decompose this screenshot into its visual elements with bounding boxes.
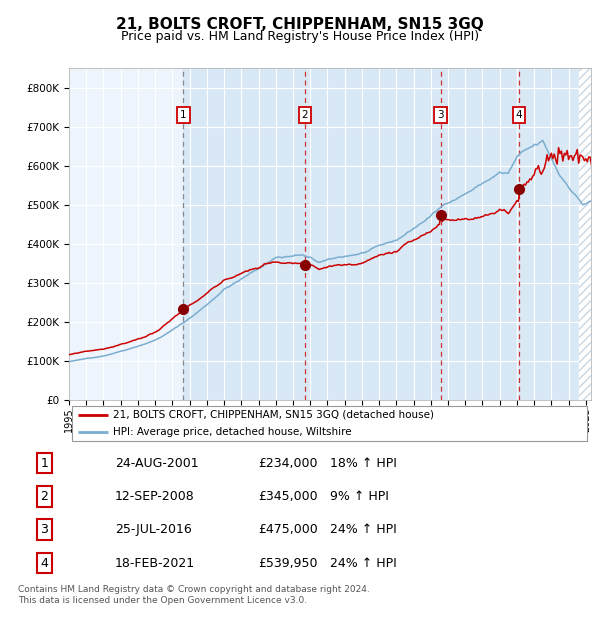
- Text: HPI: Average price, detached house, Wiltshire: HPI: Average price, detached house, Wilt…: [113, 427, 352, 437]
- Text: 1: 1: [40, 456, 48, 469]
- Text: 3: 3: [40, 523, 48, 536]
- Bar: [184, 68, 578, 400]
- Text: 4: 4: [40, 557, 48, 570]
- Text: £539,950: £539,950: [258, 557, 318, 570]
- FancyBboxPatch shape: [71, 406, 587, 441]
- Text: Price paid vs. HM Land Registry's House Price Index (HPI): Price paid vs. HM Land Registry's House …: [121, 30, 479, 43]
- Text: £475,000: £475,000: [258, 523, 318, 536]
- Text: 12-SEP-2008: 12-SEP-2008: [115, 490, 194, 503]
- Text: 21, BOLTS CROFT, CHIPPENHAM, SN15 3GQ: 21, BOLTS CROFT, CHIPPENHAM, SN15 3GQ: [116, 17, 484, 32]
- Text: 24-AUG-2001: 24-AUG-2001: [115, 456, 199, 469]
- Text: 24% ↑ HPI: 24% ↑ HPI: [329, 523, 396, 536]
- Text: 2: 2: [302, 110, 308, 120]
- Text: Contains HM Land Registry data © Crown copyright and database right 2024.
This d: Contains HM Land Registry data © Crown c…: [18, 585, 370, 605]
- Text: £345,000: £345,000: [258, 490, 318, 503]
- Text: 1: 1: [180, 110, 187, 120]
- Text: 4: 4: [516, 110, 523, 120]
- Text: 25-JUL-2016: 25-JUL-2016: [115, 523, 191, 536]
- Text: 2: 2: [40, 490, 48, 503]
- Text: 3: 3: [437, 110, 444, 120]
- Text: 9% ↑ HPI: 9% ↑ HPI: [329, 490, 388, 503]
- Bar: [578, 68, 591, 400]
- Text: 21, BOLTS CROFT, CHIPPENHAM, SN15 3GQ (detached house): 21, BOLTS CROFT, CHIPPENHAM, SN15 3GQ (d…: [113, 410, 434, 420]
- Text: 18% ↑ HPI: 18% ↑ HPI: [329, 456, 397, 469]
- Text: 24% ↑ HPI: 24% ↑ HPI: [329, 557, 396, 570]
- Text: £234,000: £234,000: [258, 456, 318, 469]
- Text: 18-FEB-2021: 18-FEB-2021: [115, 557, 195, 570]
- Bar: [578, 68, 591, 400]
